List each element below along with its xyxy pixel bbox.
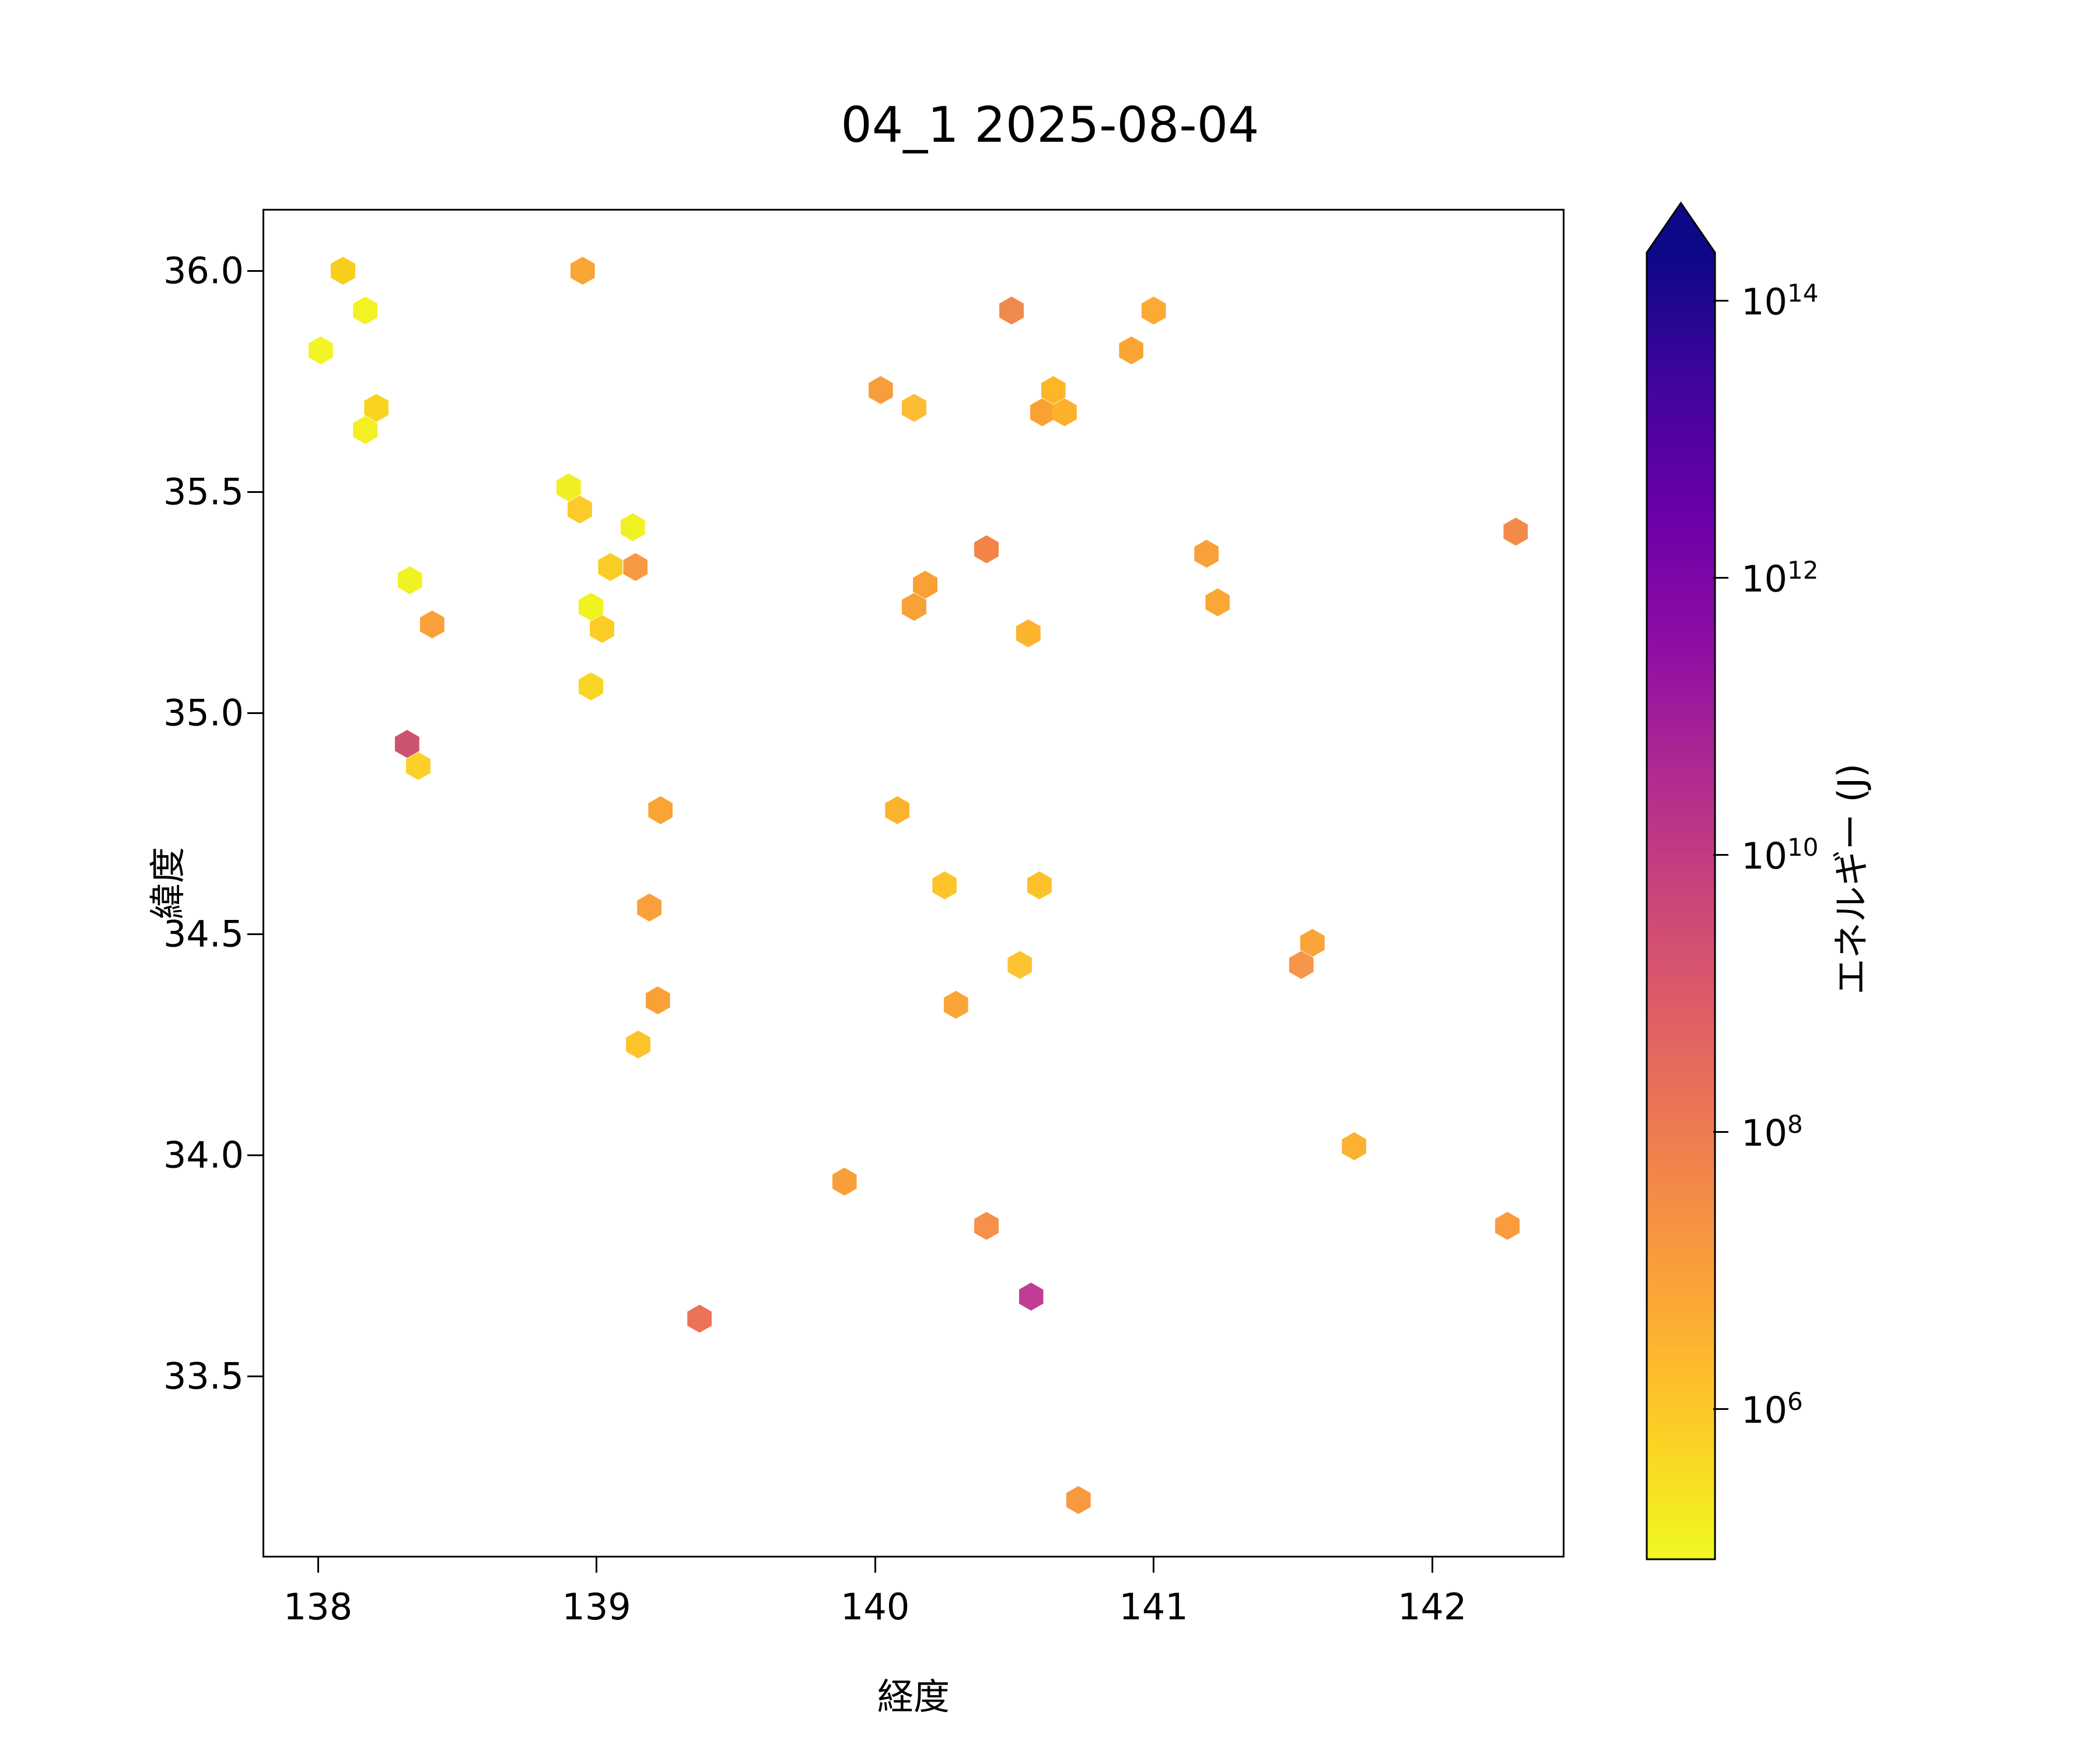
colorbar-tick-mark [1713,300,1728,302]
data-point-hexagon [913,570,938,599]
data-point-hexagon [901,593,926,621]
x-tick-mark [1153,1558,1155,1573]
plot-area [262,209,1564,1558]
data-point-hexagon [885,796,910,824]
data-point-hexagon [353,296,378,325]
data-point-hexagon [1119,336,1144,365]
data-point-hexagon [943,991,968,1019]
x-tick-mark [317,1558,319,1573]
data-point-hexagon [1342,1132,1367,1161]
data-point-hexagon [974,535,999,564]
y-tick-mark [247,712,262,714]
data-point-hexagon [868,376,893,404]
colorbar-tick-mark [1713,1408,1728,1410]
data-point-hexagon [832,1167,857,1196]
data-point-hexagon [1495,1212,1520,1240]
data-point-hexagon [590,615,615,643]
colorbar-label: エネルギー (J) [1830,763,1873,995]
colorbar-tick-label: 106 [1741,1387,1803,1432]
data-point-hexagon [394,730,419,758]
data-point-hexagon [1007,951,1032,979]
data-point-hexagon [999,296,1024,325]
data-point-hexagon [397,566,422,594]
data-point-hexagon [1016,619,1041,648]
data-point-hexagon [1205,588,1230,617]
data-point-hexagon [579,593,603,621]
data-point-hexagon [1019,1282,1044,1311]
colorbar-tick-label: 108 [1741,1110,1803,1154]
x-tick-label: 140 [840,1586,910,1628]
data-point-hexagon [567,495,592,524]
colorbar [1646,201,1716,1560]
y-tick-label: 35.0 [163,691,244,734]
colorbar-gradient-bar [1646,201,1716,1560]
data-point-hexagon [1041,376,1066,404]
y-tick-mark [247,491,262,493]
data-point-hexagon [364,394,389,422]
data-point-hexagon [932,871,957,900]
colorbar-tick-label: 1012 [1741,555,1819,600]
x-axis-label: 経度 [877,1675,950,1718]
data-point-hexagon [419,610,444,639]
y-tick-label: 34.5 [163,912,244,956]
data-point-hexagon [353,416,378,444]
data-point-hexagon [1030,398,1055,426]
data-point-hexagon [623,553,648,581]
colorbar-tick-mark [1713,577,1728,579]
data-point-hexagon [687,1304,712,1333]
data-point-hexagon [570,257,595,285]
y-tick-mark [247,1154,262,1156]
colorbar-tick-label: 1010 [1741,832,1819,877]
x-tick-label: 142 [1397,1586,1467,1628]
data-point-hexagon [620,513,645,541]
data-point-hexagon [1289,951,1314,979]
data-point-hexagon [1194,540,1219,568]
data-point-hexagon [626,1030,651,1059]
y-tick-mark [247,270,262,272]
x-tick-mark [1431,1558,1433,1573]
y-tick-label: 36.0 [163,249,244,292]
colorbar-tick-mark [1713,1131,1728,1133]
data-point-hexagon [1300,929,1325,957]
x-tick-label: 141 [1119,1586,1188,1628]
colorbar-tick-label: 1014 [1741,278,1819,323]
data-point-hexagon [579,672,603,701]
y-tick-mark [247,1375,262,1377]
x-tick-label: 138 [283,1586,353,1628]
data-point-hexagon [974,1212,999,1240]
data-point-hexagon [637,893,662,922]
data-point-hexagon [1027,871,1052,900]
colorbar-tick-mark [1713,854,1728,856]
data-point-hexagon [1052,398,1077,426]
data-point-hexagon [331,257,355,285]
data-point-hexagon [901,394,926,422]
x-tick-mark [874,1558,876,1573]
y-tick-label: 34.0 [163,1133,244,1177]
data-point-hexagon [308,336,333,365]
y-tick-label: 35.5 [163,470,244,513]
y-tick-mark [247,933,262,935]
data-point-hexagon [645,986,670,1014]
data-point-hexagon [556,473,581,502]
y-axis-label: 緯度 [146,846,189,920]
x-tick-mark [596,1558,598,1573]
data-point-hexagon [1503,517,1528,546]
chart-title: 04_1 2025-08-04 [841,96,1259,153]
data-point-hexagon [405,752,430,780]
y-tick-label: 33.5 [163,1354,244,1398]
data-point-hexagon [648,796,673,824]
data-point-hexagon [598,553,623,581]
data-point-hexagon [1066,1486,1091,1514]
data-point-hexagon [1141,296,1166,325]
x-tick-label: 139 [562,1586,631,1628]
